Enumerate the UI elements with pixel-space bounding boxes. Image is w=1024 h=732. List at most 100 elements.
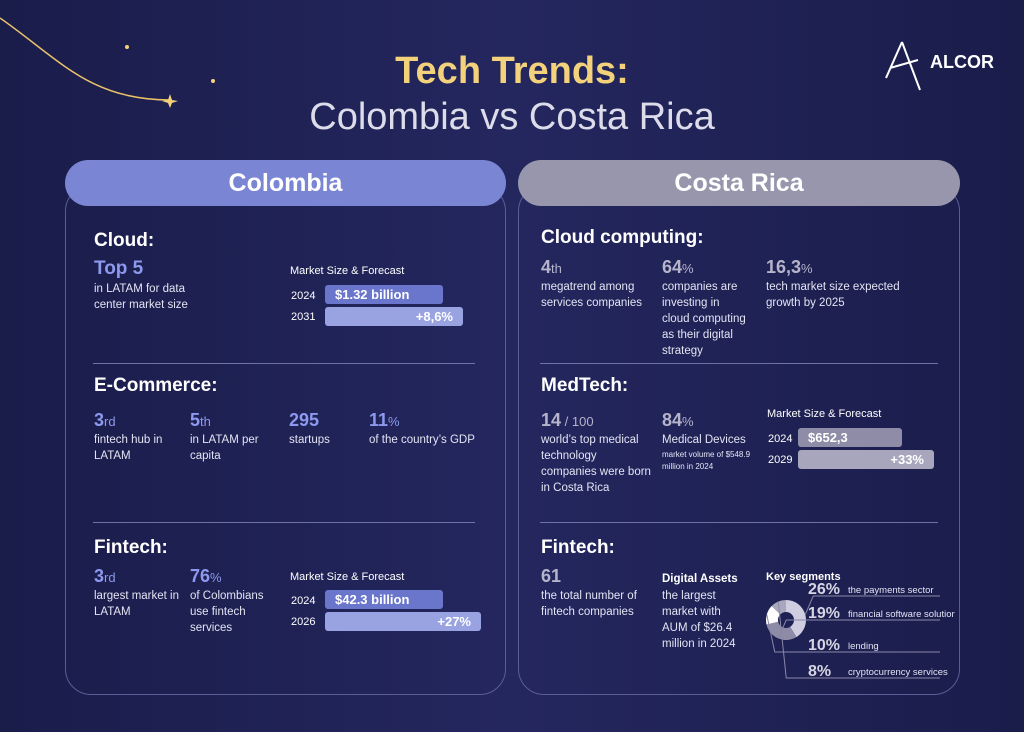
segment-name: lending [848, 641, 879, 652]
forecast-bar: $42.3 billion [325, 590, 443, 609]
stat-text: of Colombians use fintech services [190, 590, 264, 634]
forecast-title: Market Size & Forecast [290, 265, 405, 277]
year: 2024 [768, 433, 793, 445]
segments-title: Key segments [766, 571, 841, 583]
forecast-bar: $1.32 billion [325, 285, 443, 304]
stat: 61 the total number of fintech companies [541, 566, 651, 620]
stat-text: fintech hub in LATAM [94, 434, 163, 462]
divider [93, 363, 475, 364]
stat: 295 startups [289, 410, 359, 448]
section-heading: E-Commerce: [94, 375, 218, 396]
stat: 3rd fintech hub in LATAM [94, 410, 174, 464]
stat-text: companies are investing in cloud computi… [662, 281, 746, 357]
stat-text: Medical Devices [662, 434, 746, 446]
segment-name: the payments sector [848, 585, 934, 596]
stat-value: 76 [190, 566, 211, 586]
stat-suffix: rd [104, 570, 116, 585]
stat-value: 14 [541, 410, 562, 430]
stat-suffix: % [801, 261, 813, 276]
section-heading: Fintech: [541, 537, 615, 558]
year: 2031 [291, 311, 316, 323]
stat-suffix: / 100 [561, 414, 594, 429]
forecast-bar: $652,3 million [798, 428, 902, 464]
section-heading: Fintech: [94, 537, 168, 558]
segment [765, 606, 781, 625]
stat-value: 11 [369, 410, 389, 430]
stat-value: 84 [662, 410, 683, 430]
stat-text: startups [289, 434, 330, 446]
logo [885, 41, 921, 91]
forecast-title: Market Size & Forecast [767, 408, 882, 420]
stat-note: market volume of $548.9 million in 2024 [662, 450, 751, 471]
stat-text: in LATAM per capita [190, 434, 259, 462]
divider [540, 522, 938, 523]
stat: Top 5 in LATAM for data center market siz… [94, 258, 214, 313]
leader-line [777, 619, 940, 639]
stat-suffix: th [200, 414, 211, 429]
forecast-bar: +27% [325, 612, 481, 631]
brand: ALCOR [930, 52, 994, 72]
forecast-bar: +33% [798, 450, 934, 469]
stat: 16,3% tech market size expected growth by… [766, 257, 916, 311]
stat: 11% of the country’s GDP [369, 410, 489, 448]
stat: 84% Medical Devices market volume of $548.… [662, 410, 754, 473]
segment-label: 19% [808, 605, 840, 622]
stat-text: world’s top medical technology companies… [541, 434, 651, 494]
year: 2024 [291, 595, 316, 607]
stat-suffix: rd [104, 414, 116, 429]
stat-value: 3 [94, 410, 105, 430]
title: Tech Trends: [395, 50, 629, 92]
subtitle: Colombia vs Costa Rica [309, 96, 715, 138]
panel-title: Costa Rica [518, 160, 960, 206]
stat: 14 / 100 world’s top medical technology c… [541, 410, 651, 496]
stat: 4th megatrend among services companies [541, 257, 651, 311]
section-heading: Cloud: [94, 230, 155, 251]
leader-line [804, 595, 940, 615]
stat-suffix: th [551, 261, 562, 276]
stat-text: of the country’s GDP [369, 434, 475, 446]
segment-label: 8% [808, 663, 831, 680]
stat-value: 64 [662, 257, 683, 277]
stat-text: in LATAM for data center market size [94, 283, 188, 311]
leader-line [777, 601, 940, 679]
leader-line [766, 614, 940, 653]
stat-suffix: % [682, 261, 694, 276]
year: 2029 [768, 454, 793, 466]
divider [93, 522, 475, 523]
forecast-bar: +8,6% [325, 307, 463, 326]
digital-assets: Digital Assets the largest market with AU… [662, 570, 744, 652]
decor-curve [0, 17, 215, 108]
stat-value: Top 5 [94, 258, 144, 279]
digital-title: Digital Assets [662, 573, 738, 585]
year: 2024 [291, 290, 316, 302]
stat: 5th in LATAM per capita [190, 410, 260, 464]
stat-value: 5 [190, 410, 201, 430]
section-heading: MedTech: [541, 375, 629, 396]
year: 2026 [291, 616, 316, 628]
segment-label: 26% [808, 581, 840, 598]
segment [786, 600, 807, 638]
stat-suffix: % [682, 414, 694, 429]
stat: 76% of Colombians use fintech services [190, 566, 278, 636]
stat-value: 3 [94, 566, 105, 586]
panel-title: Colombia [65, 160, 506, 206]
stat-value: 16,3 [766, 257, 802, 277]
stat-value: 295 [289, 410, 320, 430]
stat-suffix: % [210, 570, 222, 585]
digital-text: the largest market with AUM of $26.4 mil… [662, 590, 736, 650]
divider [540, 363, 938, 364]
stat: 64% companies are investing in cloud comp… [662, 257, 750, 359]
stat-value: 4 [541, 257, 552, 277]
stat-text: tech market size expected growth by 2025 [766, 281, 900, 309]
forecast-title: Market Size & Forecast [290, 571, 405, 583]
segment-label: 10% [808, 637, 840, 654]
stat-text: the total number of fintech companies [541, 590, 637, 618]
segments-chart: 26% the payments sector 19% financial softw… [765, 581, 955, 680]
segment-name: cryptocurrency services [848, 667, 948, 678]
stat-text: largest market in LATAM [94, 590, 180, 618]
segment-name: financial software solutions [848, 609, 955, 620]
section-heading: Cloud computing: [541, 227, 704, 248]
stat-value: 61 [541, 566, 562, 586]
stat-text: megatrend among services companies [541, 281, 642, 309]
